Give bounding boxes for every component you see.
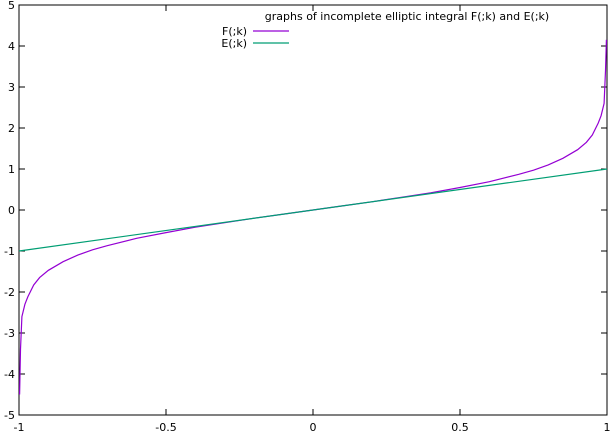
y-tick-label: -4: [4, 368, 15, 381]
y-tick-label: 1: [8, 163, 15, 176]
y-tick-label: -2: [4, 286, 15, 299]
x-tick-label: -1: [14, 421, 25, 434]
x-tick-label: 0: [310, 421, 317, 434]
y-tick-label: 4: [8, 40, 15, 53]
legend-label-1: E(;k): [221, 37, 247, 50]
y-tick-label: 0: [8, 204, 15, 217]
series-layer: [18, 39, 608, 395]
series-line-0: [19, 39, 607, 395]
series-line-1: [18, 168, 608, 252]
axis-tick-labels: -1 -0.5 0 0.5 1 -5 -4 -3 -2 -1 0 1 2 3 4 5: [4, 0, 610, 434]
y-tick-label: -3: [4, 327, 15, 340]
x-tick-label: 1: [604, 421, 611, 434]
y-tick-label: -1: [4, 245, 15, 258]
y-tick-label: 3: [8, 81, 15, 94]
x-tick-label: -0.5: [155, 421, 176, 434]
chart-title: graphs of incomplete elliptic integral F…: [265, 10, 549, 23]
y-tick-label: -5: [4, 409, 15, 422]
legend-label-0: F(;k): [222, 25, 247, 38]
y-tick-label: 5: [8, 0, 15, 12]
y-tick-label: 2: [8, 122, 15, 135]
legend: F(;k)E(;k): [221, 25, 289, 50]
x-tick-label: 0.5: [451, 421, 469, 434]
